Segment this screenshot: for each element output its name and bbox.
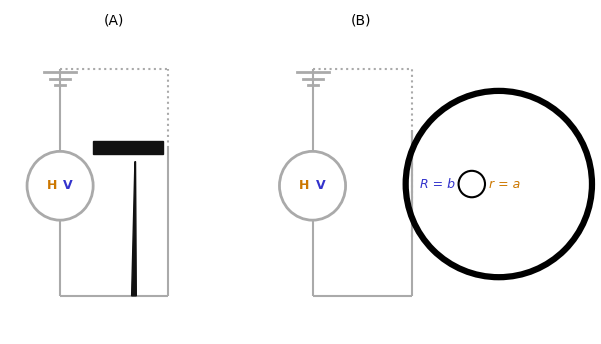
Text: H: H — [299, 179, 310, 192]
Circle shape — [459, 171, 485, 197]
Text: (A): (A) — [104, 14, 124, 28]
Ellipse shape — [27, 151, 93, 220]
Bar — [93, 141, 163, 154]
Text: R = b: R = b — [419, 178, 454, 191]
Text: V: V — [63, 179, 73, 192]
Polygon shape — [132, 162, 136, 296]
Text: H: H — [47, 179, 57, 192]
Ellipse shape — [279, 151, 346, 220]
Text: r = a: r = a — [489, 178, 520, 191]
Text: (B): (B) — [350, 14, 371, 28]
Text: V: V — [316, 179, 325, 192]
